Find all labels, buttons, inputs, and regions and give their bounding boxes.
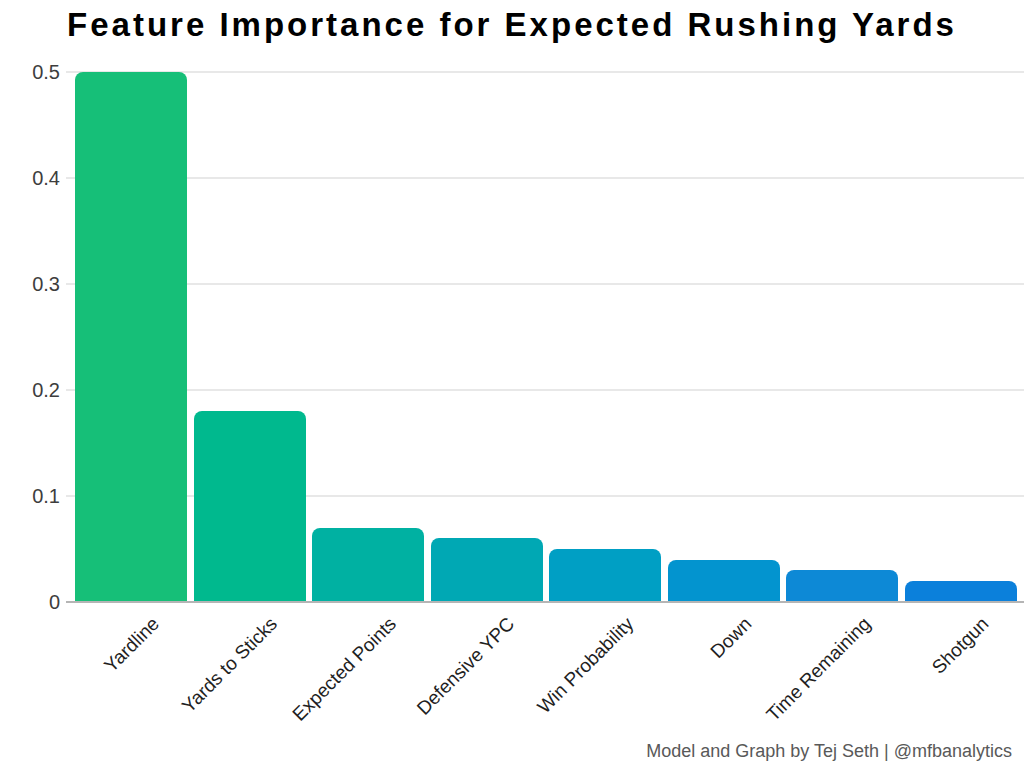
y-axis-tick-label: 0.3 bbox=[0, 273, 60, 295]
chart-canvas: Feature Importance for Expected Rushing … bbox=[0, 0, 1024, 768]
bar-win-probability bbox=[549, 549, 661, 602]
y-axis-tick-label: 0 bbox=[0, 591, 60, 613]
x-axis-tick-label: Defensive YPC bbox=[413, 613, 519, 719]
bar-expected-points bbox=[312, 528, 424, 602]
gridline bbox=[66, 177, 1024, 179]
x-axis-tick-label: Time Remaining bbox=[762, 613, 875, 726]
x-axis-tick-label: Shotgun bbox=[928, 613, 994, 679]
bar-shotgun bbox=[905, 581, 1017, 602]
x-axis-tick-label: Expected Points bbox=[288, 613, 401, 726]
x-axis-tick-label: Yards to Sticks bbox=[178, 613, 282, 717]
y-axis-tick-label: 0.1 bbox=[0, 485, 60, 507]
y-axis-tick-label: 0.4 bbox=[0, 167, 60, 189]
x-axis-tick-label: Yardline bbox=[100, 613, 164, 677]
y-axis-tick-label: 0.5 bbox=[0, 61, 60, 83]
gridline bbox=[66, 283, 1024, 285]
x-axis-tick-label: Down bbox=[707, 613, 757, 663]
bar-yards-to-sticks bbox=[194, 411, 306, 602]
bar-down bbox=[668, 560, 780, 602]
gridline bbox=[66, 71, 1024, 73]
bar-time-remaining bbox=[786, 570, 898, 602]
bar-defensive-ypc bbox=[431, 538, 543, 602]
x-axis-baseline bbox=[66, 601, 1024, 603]
bar-yardline bbox=[75, 72, 187, 602]
footer-credit: Model and Graph by Tej Seth | @mfbanalyt… bbox=[646, 741, 1012, 762]
x-axis-tick-label: Win Probability bbox=[533, 613, 638, 718]
y-axis-tick-label: 0.2 bbox=[0, 379, 60, 401]
chart-title: Feature Importance for Expected Rushing … bbox=[0, 6, 1024, 44]
gridline bbox=[66, 389, 1024, 391]
